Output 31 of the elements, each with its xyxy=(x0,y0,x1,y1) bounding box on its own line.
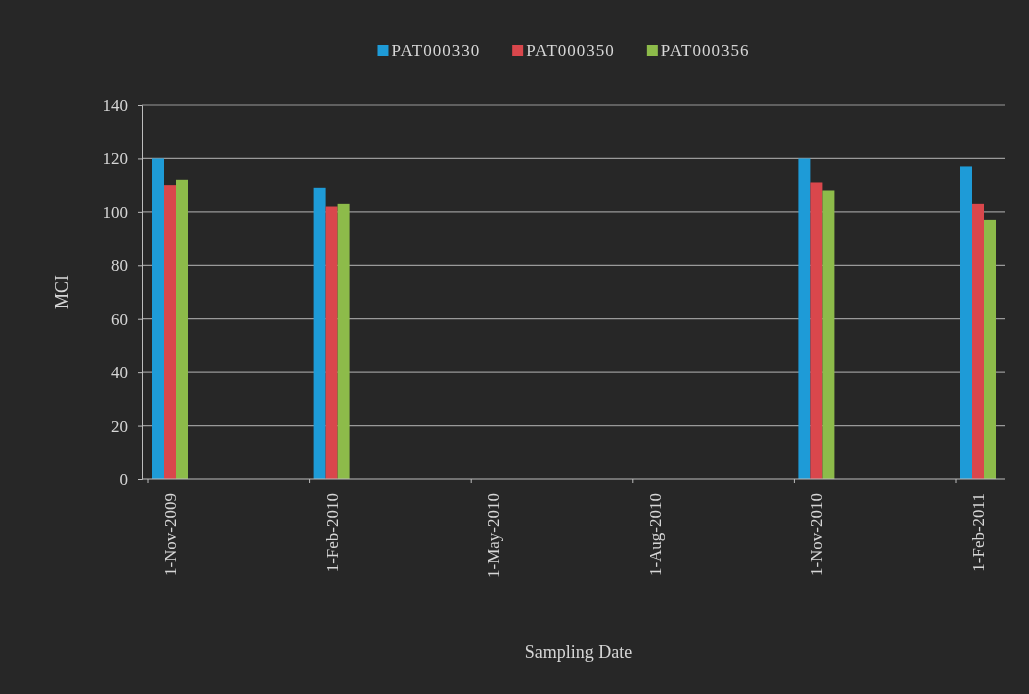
bar xyxy=(798,158,811,479)
x-tick-label: 1-Feb-2010 xyxy=(322,493,342,573)
y-tick-label: 0 xyxy=(119,469,128,489)
y-tick-label: 40 xyxy=(111,363,128,383)
x-tick-label: 1-Nov-2009 xyxy=(161,493,180,577)
x-tick-label: 1-May-2010 xyxy=(484,493,504,578)
y-tick-label: 140 xyxy=(102,95,128,115)
bar xyxy=(325,206,338,479)
y-tick-label: 60 xyxy=(111,309,128,329)
bar xyxy=(960,166,972,479)
y-axis-title: MCI xyxy=(52,274,72,310)
bar xyxy=(164,185,176,479)
x-tick-label: 1-Nov-2010 xyxy=(807,493,827,577)
legend-label: PAT000356 xyxy=(660,41,750,60)
bar xyxy=(176,179,188,479)
bar xyxy=(337,203,350,479)
bar xyxy=(984,219,996,479)
y-tick-label: 120 xyxy=(102,149,128,169)
bar xyxy=(972,203,984,479)
y-tick-label: 20 xyxy=(111,416,128,436)
legend-label: PAT000350 xyxy=(526,41,615,60)
bar xyxy=(822,190,835,479)
bar xyxy=(810,182,823,479)
y-tick-label: 80 xyxy=(111,256,128,276)
x-tick-label: 1-Feb-2011 xyxy=(969,493,988,572)
legend-label: PAT000330 xyxy=(391,41,481,60)
bar xyxy=(152,158,164,479)
x-tick-label: 1-Aug-2010 xyxy=(645,493,665,577)
x-axis-title: Sampling Date xyxy=(524,642,633,662)
y-tick-label: 100 xyxy=(102,202,128,222)
bar xyxy=(313,187,326,479)
